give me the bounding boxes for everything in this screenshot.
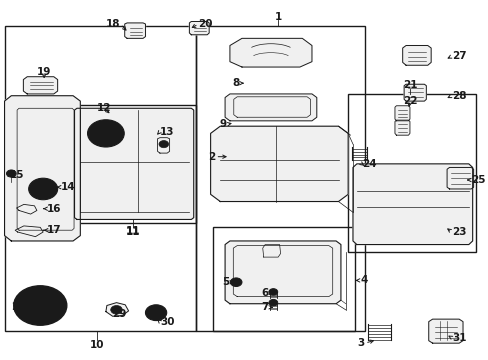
Text: 1: 1: [274, 12, 281, 22]
Circle shape: [268, 289, 277, 295]
Polygon shape: [106, 303, 128, 316]
Circle shape: [152, 310, 159, 315]
Text: 31: 31: [451, 333, 466, 343]
Polygon shape: [4, 96, 80, 241]
Polygon shape: [224, 94, 316, 121]
Circle shape: [230, 278, 242, 287]
Text: 17: 17: [46, 225, 61, 235]
Text: 10: 10: [90, 340, 104, 350]
Circle shape: [233, 280, 239, 284]
Circle shape: [21, 291, 60, 320]
Circle shape: [38, 185, 48, 193]
Circle shape: [94, 125, 118, 142]
Text: 30: 30: [160, 317, 174, 327]
Circle shape: [87, 120, 124, 147]
Circle shape: [6, 170, 16, 177]
Text: 27: 27: [451, 51, 466, 61]
Text: 11: 11: [126, 226, 141, 236]
Polygon shape: [124, 23, 145, 39]
Text: 3: 3: [357, 338, 365, 348]
Text: 12: 12: [97, 103, 111, 113]
Circle shape: [14, 286, 67, 325]
Text: 18: 18: [106, 19, 120, 29]
Text: 26: 26: [11, 302, 26, 312]
Bar: [75, 105, 196, 223]
Text: 8: 8: [232, 78, 239, 88]
Text: 11: 11: [126, 227, 141, 237]
Text: 16: 16: [46, 204, 61, 214]
Polygon shape: [23, 77, 58, 94]
Text: 25: 25: [470, 175, 485, 185]
Text: 23: 23: [451, 227, 466, 237]
Circle shape: [29, 178, 58, 200]
Circle shape: [110, 306, 122, 314]
Text: 20: 20: [198, 19, 213, 29]
Text: 24: 24: [361, 159, 376, 169]
Circle shape: [159, 140, 168, 148]
Circle shape: [34, 182, 53, 196]
Polygon shape: [446, 167, 473, 189]
Text: 21: 21: [402, 80, 416, 90]
Text: 13: 13: [160, 127, 174, 136]
Polygon shape: [74, 108, 193, 220]
Text: 6: 6: [261, 288, 268, 298]
Circle shape: [145, 305, 166, 320]
Text: 7: 7: [261, 302, 268, 312]
Text: 5: 5: [222, 277, 229, 287]
Bar: [196, 26, 365, 330]
Polygon shape: [403, 84, 426, 101]
Polygon shape: [157, 138, 169, 153]
Bar: [213, 226, 355, 330]
Polygon shape: [229, 39, 311, 67]
Text: 19: 19: [37, 67, 51, 77]
Polygon shape: [394, 106, 409, 121]
Polygon shape: [352, 164, 472, 244]
Text: 2: 2: [208, 152, 215, 162]
Polygon shape: [428, 319, 462, 343]
Polygon shape: [189, 22, 209, 35]
Text: 22: 22: [402, 96, 416, 106]
Circle shape: [29, 297, 52, 314]
Polygon shape: [224, 241, 340, 304]
Polygon shape: [402, 45, 430, 65]
Polygon shape: [210, 126, 347, 202]
Polygon shape: [394, 120, 409, 135]
Text: 4: 4: [360, 275, 367, 285]
Bar: [347, 94, 475, 252]
Text: 14: 14: [61, 182, 76, 192]
Text: 28: 28: [451, 91, 466, 101]
Circle shape: [149, 308, 163, 318]
Circle shape: [268, 300, 277, 306]
Polygon shape: [15, 226, 43, 237]
Bar: [4, 26, 196, 330]
Polygon shape: [262, 244, 280, 257]
Text: 15: 15: [9, 170, 24, 180]
Polygon shape: [17, 204, 37, 214]
Text: 9: 9: [219, 120, 226, 129]
Text: 29: 29: [112, 310, 126, 319]
